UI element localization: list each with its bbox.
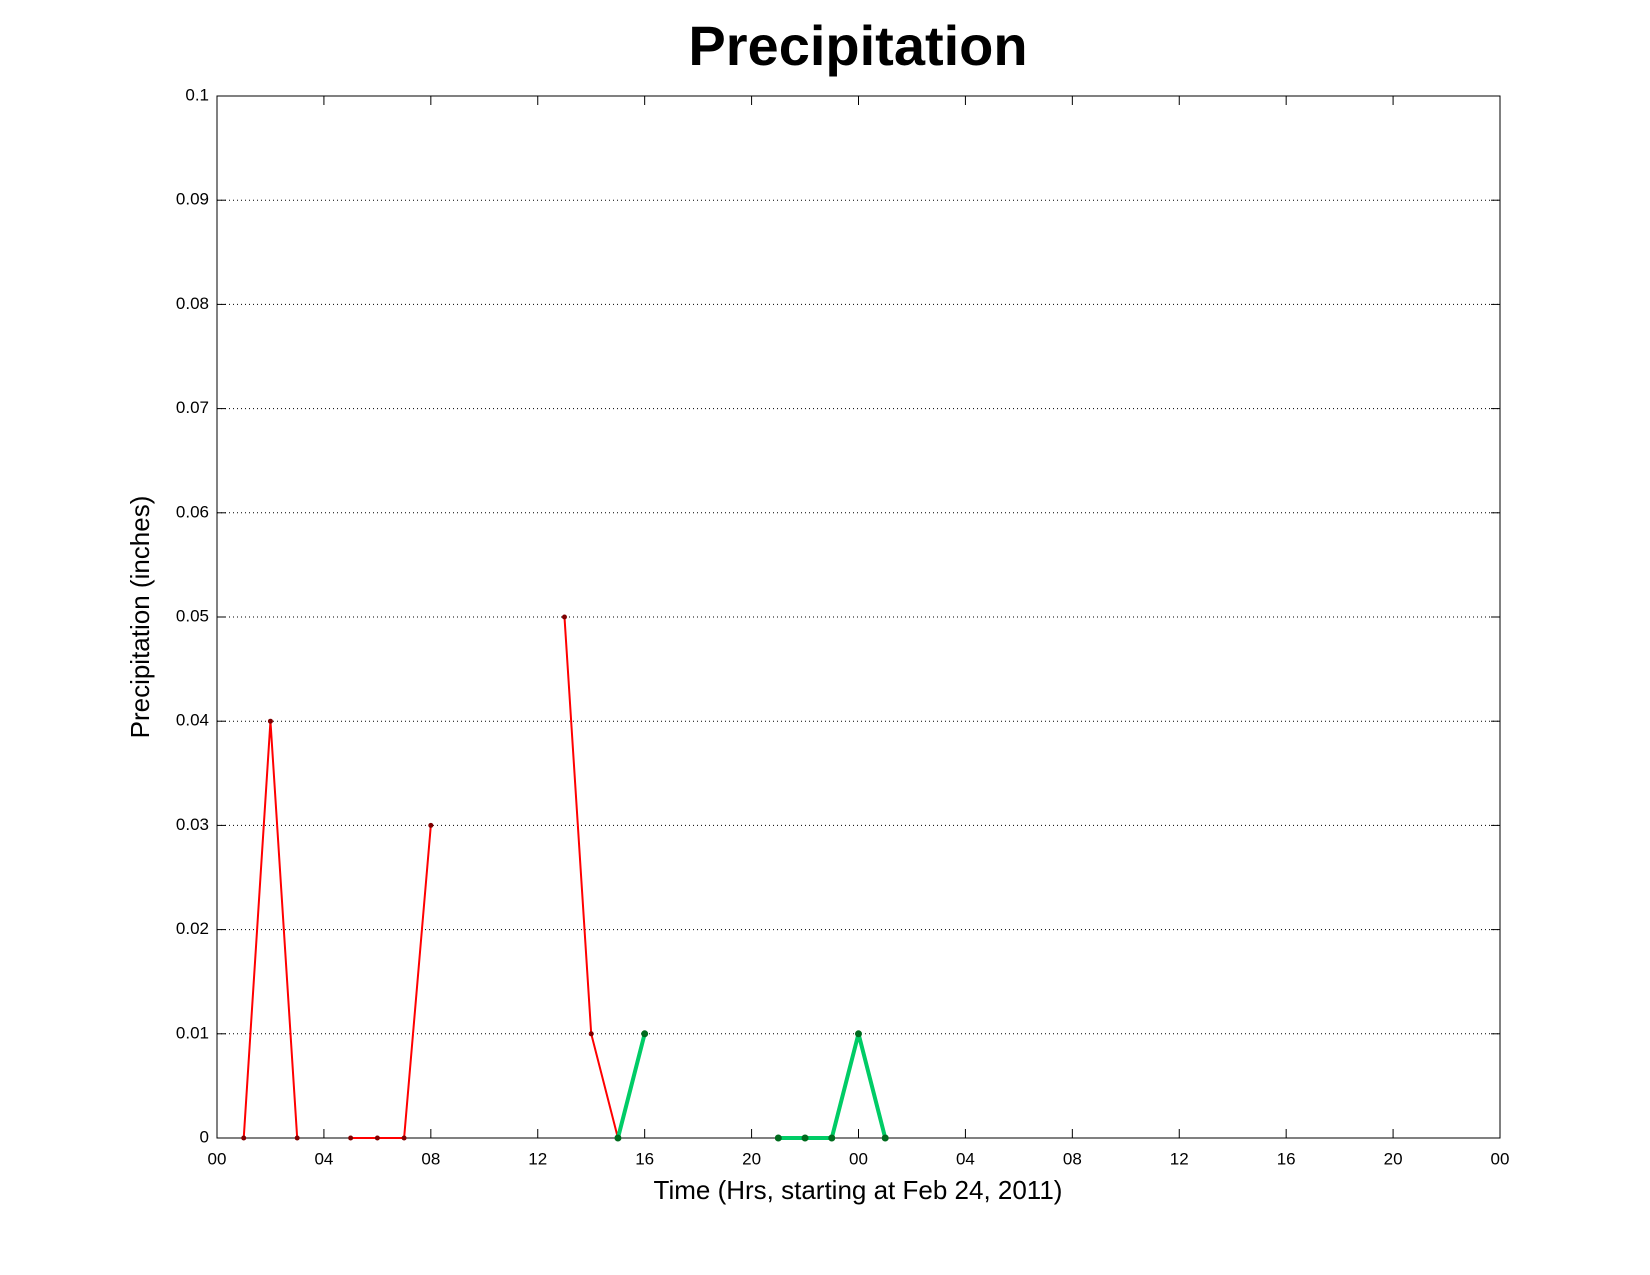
- y-tick-label: 0.02: [176, 919, 209, 938]
- x-tick-label: 08: [1063, 1149, 1082, 1168]
- y-tick-label: 0: [200, 1127, 209, 1146]
- x-tick-label: 08: [421, 1149, 440, 1168]
- chart-title: Precipitation: [688, 14, 1027, 77]
- x-tick-label: 04: [956, 1149, 975, 1168]
- x-tick-label: 00: [849, 1149, 868, 1168]
- data-point: [641, 1030, 649, 1038]
- y-tick-label: 0.05: [176, 606, 209, 625]
- x-axis-label: Time (Hrs, starting at Feb 24, 2011): [654, 1175, 1063, 1205]
- data-point: [348, 1135, 354, 1141]
- y-tick-label: 0.07: [176, 398, 209, 417]
- x-tick-label: 04: [314, 1149, 333, 1168]
- x-tick-label: 16: [1277, 1149, 1296, 1168]
- x-tick-label: 00: [208, 1149, 227, 1168]
- data-point: [801, 1134, 809, 1142]
- y-tick-label: 0.1: [185, 85, 209, 104]
- y-tick-label: 0.06: [176, 502, 209, 521]
- x-tick-label: 16: [635, 1149, 654, 1168]
- series-line: [242, 616, 619, 1139]
- data-point: [561, 614, 567, 620]
- data-point: [828, 1134, 836, 1142]
- data-point: [374, 1135, 380, 1141]
- y-tick-label: 0.03: [176, 815, 209, 834]
- data-point: [267, 718, 273, 724]
- y-tick-label: 0.09: [176, 190, 209, 209]
- data-point: [294, 1135, 300, 1141]
- data-point: [588, 1031, 594, 1037]
- data-point: [401, 1135, 407, 1141]
- data-point: [774, 1134, 782, 1142]
- y-axis-label: Precipitation (inches): [125, 496, 155, 739]
- x-tick-label: 00: [1491, 1149, 1510, 1168]
- x-tick-label: 20: [1384, 1149, 1403, 1168]
- x-tick-label: 20: [742, 1149, 761, 1168]
- y-tick-label: 0.01: [176, 1023, 209, 1042]
- y-tick-label: 0.08: [176, 294, 209, 313]
- data-point: [241, 1135, 247, 1141]
- data-point: [428, 822, 434, 828]
- data-point: [614, 1134, 622, 1142]
- data-point: [855, 1030, 862, 1038]
- x-tick-label: 12: [1170, 1149, 1189, 1168]
- x-tick-label: 12: [528, 1149, 547, 1168]
- y-tick-label: 0.04: [176, 711, 209, 730]
- series-line: [616, 1031, 888, 1140]
- data-point: [881, 1134, 889, 1142]
